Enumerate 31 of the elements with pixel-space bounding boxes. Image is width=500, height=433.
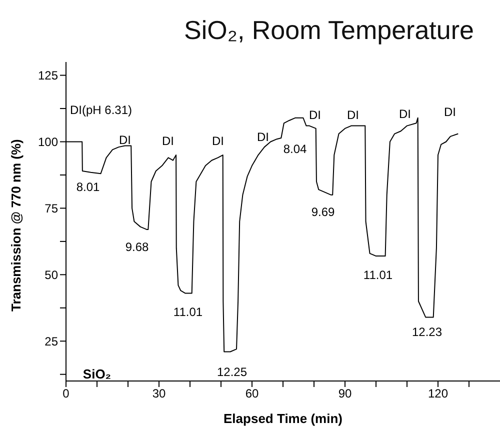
y-tick-label: 25 bbox=[44, 334, 58, 348]
y-tick-label: 125 bbox=[38, 68, 58, 83]
annotation: 8.01 bbox=[76, 180, 100, 194]
annotation: 12.23 bbox=[412, 325, 442, 339]
y-tick-label: 75 bbox=[44, 201, 58, 216]
y-axis-title: Transmission @ 770 nm (%) bbox=[8, 139, 24, 312]
x-tick-label: 60 bbox=[245, 386, 259, 401]
annotation: DI bbox=[399, 107, 411, 121]
x-axis-title: Elapsed Time (min) bbox=[224, 411, 342, 426]
y-tick-label: 100 bbox=[38, 135, 58, 150]
annotation: DI bbox=[257, 130, 269, 144]
annotation: DI(pH 6.31) bbox=[70, 103, 132, 117]
annotation: 12.25 bbox=[216, 365, 248, 379]
annotation: 11.01 bbox=[363, 268, 393, 282]
x-tick-label: 90 bbox=[338, 386, 352, 401]
annotation: DI bbox=[309, 108, 321, 122]
annotation: DI bbox=[212, 134, 224, 148]
y-tick-label: 50 bbox=[44, 268, 58, 282]
annotation: 9.69 bbox=[311, 205, 335, 219]
x-tick-label: 0 bbox=[62, 386, 70, 401]
annotation: DI bbox=[347, 108, 359, 122]
annotation: 8.04 bbox=[283, 142, 307, 156]
annotation: DI bbox=[162, 134, 174, 148]
annotation: SiO₂ bbox=[82, 366, 112, 382]
annotation: 9.68 bbox=[125, 240, 149, 254]
annotation: DI bbox=[444, 105, 456, 119]
annotation: DI bbox=[119, 133, 131, 147]
chart-title: SiO₂, Room Temperature bbox=[183, 14, 475, 47]
x-tick-label: 120 bbox=[428, 386, 448, 401]
x-tick-label: 30 bbox=[152, 386, 166, 401]
annotation: 11.01 bbox=[173, 305, 203, 319]
